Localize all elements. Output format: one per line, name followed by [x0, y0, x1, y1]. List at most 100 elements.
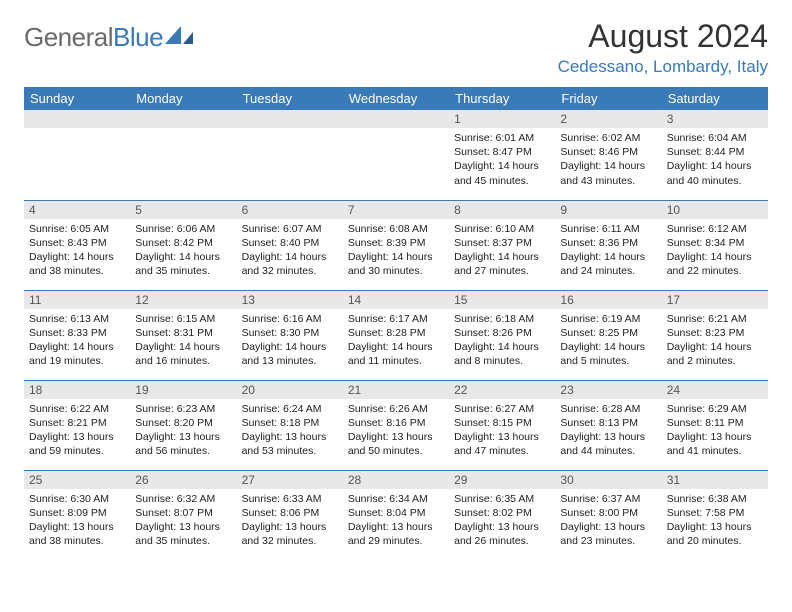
day-data: Sunrise: 6:18 AMSunset: 8:26 PMDaylight:… [449, 309, 555, 374]
calendar-cell: 4Sunrise: 6:05 AMSunset: 8:43 PMDaylight… [24, 200, 130, 290]
day-number: 3 [662, 110, 768, 128]
day-data: Sunrise: 6:05 AMSunset: 8:43 PMDaylight:… [24, 219, 130, 284]
calendar-cell: 3Sunrise: 6:04 AMSunset: 8:44 PMDaylight… [662, 110, 768, 200]
calendar-cell: 27Sunrise: 6:33 AMSunset: 8:06 PMDayligh… [237, 470, 343, 560]
day-number: 8 [449, 201, 555, 219]
day-data: Sunrise: 6:08 AMSunset: 8:39 PMDaylight:… [343, 219, 449, 284]
day-number-empty [130, 110, 236, 128]
day-data: Sunrise: 6:15 AMSunset: 8:31 PMDaylight:… [130, 309, 236, 374]
day-number: 4 [24, 201, 130, 219]
day-number: 25 [24, 471, 130, 489]
day-number: 20 [237, 381, 343, 399]
calendar-week-row: 4Sunrise: 6:05 AMSunset: 8:43 PMDaylight… [24, 200, 768, 290]
day-data: Sunrise: 6:13 AMSunset: 8:33 PMDaylight:… [24, 309, 130, 374]
day-data: Sunrise: 6:07 AMSunset: 8:40 PMDaylight:… [237, 219, 343, 284]
day-data: Sunrise: 6:02 AMSunset: 8:46 PMDaylight:… [555, 128, 661, 193]
weekday-header: Saturday [662, 87, 768, 110]
day-number: 28 [343, 471, 449, 489]
calendar-cell: 7Sunrise: 6:08 AMSunset: 8:39 PMDaylight… [343, 200, 449, 290]
logo-blue: Blue [113, 22, 163, 52]
day-data: Sunrise: 6:37 AMSunset: 8:00 PMDaylight:… [555, 489, 661, 554]
calendar-cell: 10Sunrise: 6:12 AMSunset: 8:34 PMDayligh… [662, 200, 768, 290]
day-number: 29 [449, 471, 555, 489]
calendar-cell: 9Sunrise: 6:11 AMSunset: 8:36 PMDaylight… [555, 200, 661, 290]
calendar-cell: 17Sunrise: 6:21 AMSunset: 8:23 PMDayligh… [662, 290, 768, 380]
logo: GeneralBlue [24, 22, 193, 53]
weekday-header: Sunday [24, 87, 130, 110]
calendar-cell: 31Sunrise: 6:38 AMSunset: 7:58 PMDayligh… [662, 470, 768, 560]
day-number: 18 [24, 381, 130, 399]
calendar-cell: 5Sunrise: 6:06 AMSunset: 8:42 PMDaylight… [130, 200, 236, 290]
calendar-cell: 23Sunrise: 6:28 AMSunset: 8:13 PMDayligh… [555, 380, 661, 470]
day-data: Sunrise: 6:33 AMSunset: 8:06 PMDaylight:… [237, 489, 343, 554]
day-data: Sunrise: 6:10 AMSunset: 8:37 PMDaylight:… [449, 219, 555, 284]
calendar-cell: 18Sunrise: 6:22 AMSunset: 8:21 PMDayligh… [24, 380, 130, 470]
calendar-cell [237, 110, 343, 200]
calendar-week-row: 1Sunrise: 6:01 AMSunset: 8:47 PMDaylight… [24, 110, 768, 200]
weekday-header: Friday [555, 87, 661, 110]
day-number: 6 [237, 201, 343, 219]
title-block: August 2024 Cedessano, Lombardy, Italy [558, 18, 768, 77]
day-number: 16 [555, 291, 661, 309]
calendar-cell: 8Sunrise: 6:10 AMSunset: 8:37 PMDaylight… [449, 200, 555, 290]
weekday-header: Tuesday [237, 87, 343, 110]
day-number: 7 [343, 201, 449, 219]
calendar-cell: 6Sunrise: 6:07 AMSunset: 8:40 PMDaylight… [237, 200, 343, 290]
calendar-week-row: 11Sunrise: 6:13 AMSunset: 8:33 PMDayligh… [24, 290, 768, 380]
day-number: 2 [555, 110, 661, 128]
logo-sail-icon [165, 26, 193, 46]
month-title: August 2024 [558, 18, 768, 55]
calendar-cell: 28Sunrise: 6:34 AMSunset: 8:04 PMDayligh… [343, 470, 449, 560]
day-data: Sunrise: 6:01 AMSunset: 8:47 PMDaylight:… [449, 128, 555, 193]
day-number: 21 [343, 381, 449, 399]
calendar-cell: 2Sunrise: 6:02 AMSunset: 8:46 PMDaylight… [555, 110, 661, 200]
calendar-table: Sunday Monday Tuesday Wednesday Thursday… [24, 87, 768, 560]
location: Cedessano, Lombardy, Italy [558, 57, 768, 77]
calendar-cell: 29Sunrise: 6:35 AMSunset: 8:02 PMDayligh… [449, 470, 555, 560]
day-data: Sunrise: 6:26 AMSunset: 8:16 PMDaylight:… [343, 399, 449, 464]
calendar-cell: 11Sunrise: 6:13 AMSunset: 8:33 PMDayligh… [24, 290, 130, 380]
day-data: Sunrise: 6:32 AMSunset: 8:07 PMDaylight:… [130, 489, 236, 554]
day-number: 30 [555, 471, 661, 489]
calendar-cell: 24Sunrise: 6:29 AMSunset: 8:11 PMDayligh… [662, 380, 768, 470]
calendar-cell: 12Sunrise: 6:15 AMSunset: 8:31 PMDayligh… [130, 290, 236, 380]
day-number: 23 [555, 381, 661, 399]
day-number-empty [24, 110, 130, 128]
day-data: Sunrise: 6:27 AMSunset: 8:15 PMDaylight:… [449, 399, 555, 464]
calendar-cell: 1Sunrise: 6:01 AMSunset: 8:47 PMDaylight… [449, 110, 555, 200]
calendar-cell: 20Sunrise: 6:24 AMSunset: 8:18 PMDayligh… [237, 380, 343, 470]
day-data: Sunrise: 6:16 AMSunset: 8:30 PMDaylight:… [237, 309, 343, 374]
day-number-empty [343, 110, 449, 128]
day-data: Sunrise: 6:38 AMSunset: 7:58 PMDaylight:… [662, 489, 768, 554]
calendar-cell: 21Sunrise: 6:26 AMSunset: 8:16 PMDayligh… [343, 380, 449, 470]
day-data: Sunrise: 6:04 AMSunset: 8:44 PMDaylight:… [662, 128, 768, 193]
calendar-cell [343, 110, 449, 200]
day-number: 13 [237, 291, 343, 309]
calendar-cell: 15Sunrise: 6:18 AMSunset: 8:26 PMDayligh… [449, 290, 555, 380]
calendar-cell: 13Sunrise: 6:16 AMSunset: 8:30 PMDayligh… [237, 290, 343, 380]
calendar-cell: 26Sunrise: 6:32 AMSunset: 8:07 PMDayligh… [130, 470, 236, 560]
calendar-cell: 14Sunrise: 6:17 AMSunset: 8:28 PMDayligh… [343, 290, 449, 380]
calendar-cell [130, 110, 236, 200]
weekday-header: Monday [130, 87, 236, 110]
day-number: 26 [130, 471, 236, 489]
calendar-cell: 19Sunrise: 6:23 AMSunset: 8:20 PMDayligh… [130, 380, 236, 470]
day-number: 1 [449, 110, 555, 128]
day-data: Sunrise: 6:19 AMSunset: 8:25 PMDaylight:… [555, 309, 661, 374]
day-data: Sunrise: 6:28 AMSunset: 8:13 PMDaylight:… [555, 399, 661, 464]
logo-text: GeneralBlue [24, 22, 163, 53]
day-number: 9 [555, 201, 661, 219]
day-number: 11 [24, 291, 130, 309]
day-number: 24 [662, 381, 768, 399]
weekday-header: Thursday [449, 87, 555, 110]
calendar-cell: 30Sunrise: 6:37 AMSunset: 8:00 PMDayligh… [555, 470, 661, 560]
day-number: 14 [343, 291, 449, 309]
day-number: 22 [449, 381, 555, 399]
day-data: Sunrise: 6:24 AMSunset: 8:18 PMDaylight:… [237, 399, 343, 464]
day-number: 12 [130, 291, 236, 309]
day-data: Sunrise: 6:12 AMSunset: 8:34 PMDaylight:… [662, 219, 768, 284]
calendar-cell: 22Sunrise: 6:27 AMSunset: 8:15 PMDayligh… [449, 380, 555, 470]
calendar-cell: 16Sunrise: 6:19 AMSunset: 8:25 PMDayligh… [555, 290, 661, 380]
day-data: Sunrise: 6:17 AMSunset: 8:28 PMDaylight:… [343, 309, 449, 374]
day-number: 15 [449, 291, 555, 309]
